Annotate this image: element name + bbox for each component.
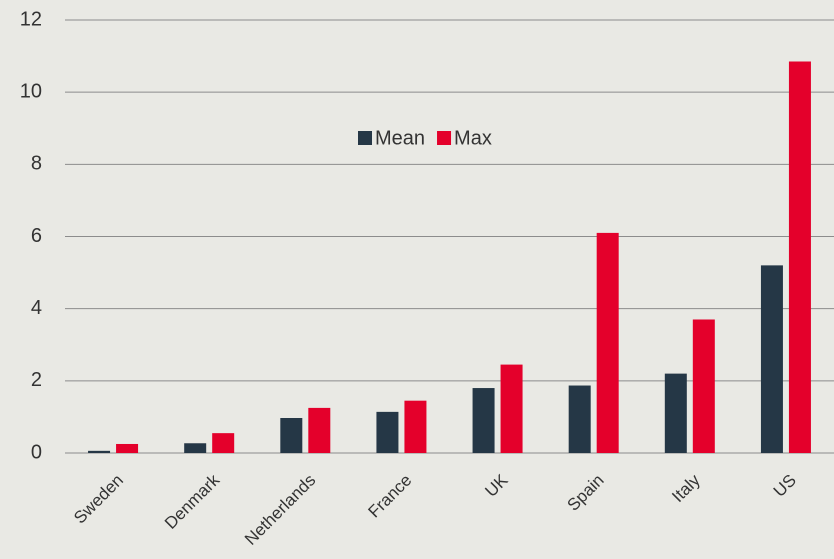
legend-label: Max [454,127,492,149]
bar [788,61,811,453]
bar [472,388,495,453]
y-tick-label: 4 [31,297,42,319]
x-tick-label: UK [481,470,512,501]
y-tick-label: 6 [31,225,42,247]
y-tick-label: 0 [31,441,42,463]
bar [376,411,399,453]
bar [404,400,427,453]
x-tick-label: Italy [668,470,704,506]
bar [760,265,783,453]
y-tick-label: 12 [20,8,42,30]
y-tick-label: 10 [20,80,42,102]
bar [596,232,619,453]
bar [88,450,111,453]
x-tick-label: US [770,471,800,501]
legend-label: Mean [375,127,425,149]
bar [692,319,715,453]
bar [184,443,207,453]
legend-swatch [437,131,452,145]
bar [568,385,591,453]
y-tick-label: 2 [31,369,42,391]
bar [212,433,235,453]
x-tick-label: France [365,471,416,522]
x-tick-label: Denmark [161,470,224,533]
bar [500,364,523,453]
bar [116,443,139,453]
x-tick-label: Netherlands [241,471,319,549]
bar [664,373,687,453]
x-tick-label: Sweden [70,471,127,528]
bar [280,417,303,453]
legend-swatch [358,131,372,145]
bar [308,407,331,453]
y-tick-label: 8 [31,153,42,175]
x-tick-label: Spain [564,471,608,515]
